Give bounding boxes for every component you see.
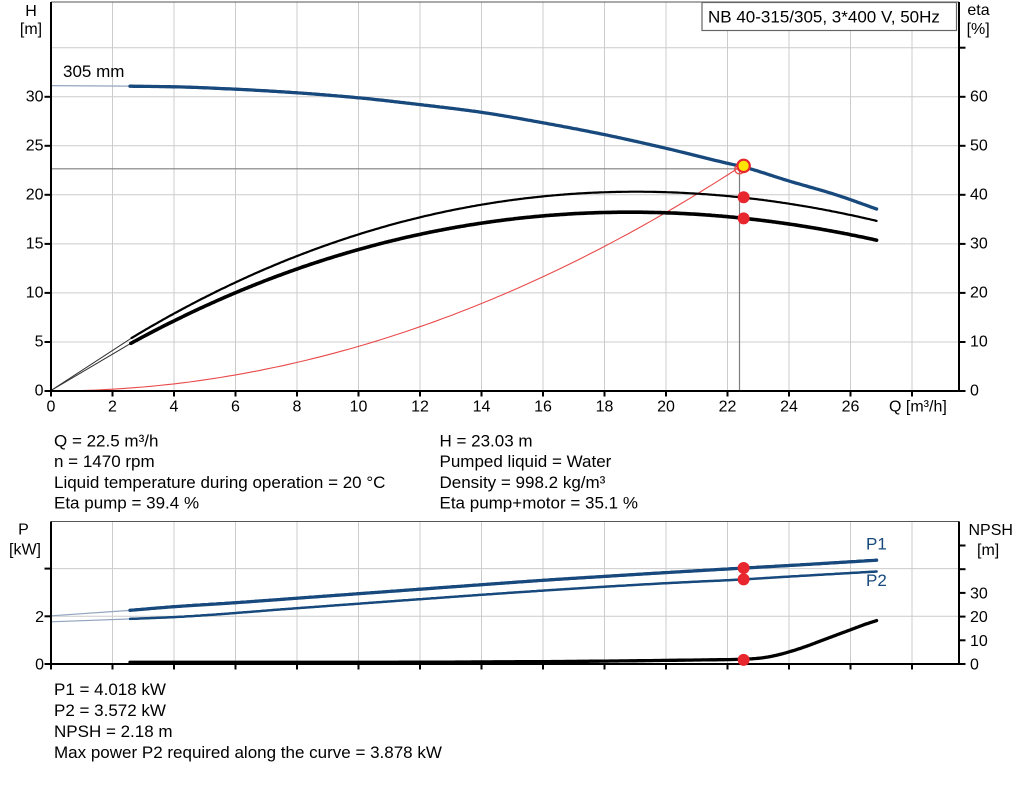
svg-text:6: 6 bbox=[231, 399, 240, 416]
svg-text:P1: P1 bbox=[866, 535, 887, 554]
svg-text:20: 20 bbox=[26, 186, 44, 203]
svg-text:20: 20 bbox=[970, 609, 988, 626]
svg-text:20: 20 bbox=[657, 399, 675, 416]
svg-text:0: 0 bbox=[970, 383, 979, 400]
svg-text:10: 10 bbox=[26, 284, 44, 301]
svg-text:10: 10 bbox=[970, 334, 988, 351]
svg-text:[%]: [%] bbox=[967, 21, 990, 38]
svg-text:Max power P2 required along th: Max power P2 required along the curve = … bbox=[54, 743, 442, 762]
svg-text:NPSH: NPSH bbox=[969, 522, 1013, 539]
svg-text:16: 16 bbox=[534, 399, 552, 416]
svg-text:10: 10 bbox=[350, 399, 368, 416]
svg-text:P2 = 3.572 kW: P2 = 3.572 kW bbox=[54, 701, 166, 720]
svg-text:Liquid temperature during oper: Liquid temperature during operation = 20… bbox=[54, 473, 385, 492]
svg-text:4: 4 bbox=[170, 399, 179, 416]
svg-text:2: 2 bbox=[108, 399, 117, 416]
svg-text:5: 5 bbox=[35, 334, 44, 351]
svg-text:305 mm: 305 mm bbox=[63, 62, 124, 81]
svg-text:P1 = 4.018 kW: P1 = 4.018 kW bbox=[54, 680, 166, 699]
svg-text:14: 14 bbox=[473, 399, 491, 416]
svg-text:20: 20 bbox=[970, 284, 988, 301]
svg-text:0: 0 bbox=[970, 657, 979, 674]
svg-text:P2: P2 bbox=[866, 571, 887, 590]
svg-text:[m]: [m] bbox=[20, 21, 42, 38]
svg-text:24: 24 bbox=[780, 399, 798, 416]
svg-text:25: 25 bbox=[26, 137, 44, 154]
svg-text:Q = 22.5 m³/h: Q = 22.5 m³/h bbox=[54, 432, 158, 451]
svg-text:0: 0 bbox=[35, 383, 44, 400]
svg-text:Q [m³/h]: Q [m³/h] bbox=[889, 399, 947, 416]
svg-text:30: 30 bbox=[970, 235, 988, 252]
svg-text:n = 1470 rpm: n = 1470 rpm bbox=[54, 452, 155, 471]
svg-text:0: 0 bbox=[35, 657, 44, 674]
svg-text:Pumped liquid = Water: Pumped liquid = Water bbox=[440, 452, 612, 471]
svg-text:Density = 998.2 kg/m³: Density = 998.2 kg/m³ bbox=[440, 473, 606, 492]
svg-text:30: 30 bbox=[26, 88, 44, 105]
svg-text:H = 23.03 m: H = 23.03 m bbox=[440, 432, 533, 451]
svg-text:18: 18 bbox=[596, 399, 614, 416]
svg-text:Eta pump+motor = 35.1 %: Eta pump+motor = 35.1 % bbox=[440, 494, 638, 513]
svg-text:eta: eta bbox=[967, 2, 989, 19]
svg-text:30: 30 bbox=[970, 585, 988, 602]
svg-text:8: 8 bbox=[293, 399, 302, 416]
svg-text:P: P bbox=[18, 522, 29, 539]
svg-text:NPSH = 2.18 m: NPSH = 2.18 m bbox=[54, 722, 173, 741]
svg-text:40: 40 bbox=[970, 186, 988, 203]
svg-text:2: 2 bbox=[35, 609, 44, 626]
svg-text:10: 10 bbox=[970, 633, 988, 650]
svg-text:15: 15 bbox=[26, 235, 44, 252]
svg-text:12: 12 bbox=[411, 399, 429, 416]
svg-text:[m]: [m] bbox=[977, 542, 999, 559]
svg-text:NB 40-315/305, 3*400 V, 50Hz: NB 40-315/305, 3*400 V, 50Hz bbox=[708, 8, 940, 27]
svg-text:22: 22 bbox=[719, 399, 737, 416]
svg-text:0: 0 bbox=[47, 399, 56, 416]
svg-text:26: 26 bbox=[842, 399, 860, 416]
svg-text:60: 60 bbox=[970, 88, 988, 105]
svg-text:Eta pump = 39.4 %: Eta pump = 39.4 % bbox=[54, 494, 199, 513]
svg-text:50: 50 bbox=[970, 137, 988, 154]
svg-text:[kW]: [kW] bbox=[9, 542, 41, 559]
svg-text:H: H bbox=[25, 3, 37, 20]
